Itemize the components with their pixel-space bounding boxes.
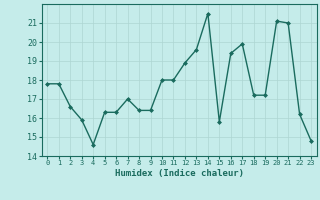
X-axis label: Humidex (Indice chaleur): Humidex (Indice chaleur) bbox=[115, 169, 244, 178]
